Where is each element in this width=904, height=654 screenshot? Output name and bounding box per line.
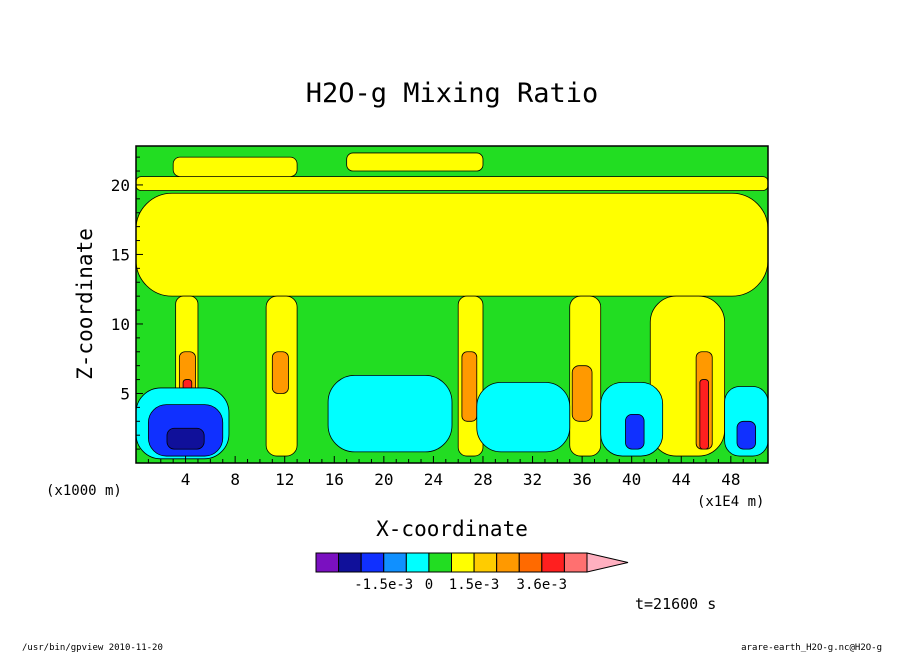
colorbar-labels: -1.5e-3 0 1.5e-3 3.6e-3 xyxy=(354,577,567,593)
colorbar-swatch-11 xyxy=(563,552,588,573)
contour-region-11 xyxy=(461,351,478,422)
x-unit-left: (x1000 m) xyxy=(46,483,122,499)
contour-region-18 xyxy=(476,381,571,453)
y-tick-label: 15 xyxy=(111,245,130,264)
x-tick-label: 48 xyxy=(721,470,740,489)
y-tick-label: 10 xyxy=(111,315,130,334)
footer-right: arare-earth_H2O-g.nc@H2O-g xyxy=(741,643,882,653)
colorbar-swatch-6 xyxy=(451,552,475,573)
contour-region-1 xyxy=(172,156,298,177)
x-tick-label: 40 xyxy=(622,470,641,489)
plot-frame xyxy=(135,145,769,464)
contour-region-24 xyxy=(166,427,205,450)
colorbar-swatch-4 xyxy=(405,552,430,573)
contour-region-3 xyxy=(136,192,768,297)
colorbar-swatch-10 xyxy=(541,552,565,573)
colorbar-swatch-0 xyxy=(315,552,340,573)
contour-region-23 xyxy=(736,420,757,450)
contour-region-15 xyxy=(699,379,709,450)
colorbar-swatch-8 xyxy=(496,552,520,573)
x-tick-label: 12 xyxy=(275,470,294,489)
x-tick-label: 28 xyxy=(473,470,492,489)
colorbar-label: 0 xyxy=(425,577,433,593)
colorbar-swatch-2 xyxy=(360,552,385,573)
x-tick-label: 4 xyxy=(181,470,191,489)
colorbar-swatch-5 xyxy=(428,552,452,573)
colorbar xyxy=(315,552,629,573)
y-axis-ticks: 5 10 15 20 xyxy=(111,156,143,450)
contour-region-0 xyxy=(136,176,768,191)
contour-regions xyxy=(136,152,768,460)
contour-region-17 xyxy=(327,375,453,453)
colorbar-swatch-9 xyxy=(518,552,543,573)
x-tick-label: 36 xyxy=(572,470,591,489)
chart-title: H2O-g Mixing Ratio xyxy=(306,78,599,109)
footer-left: /usr/bin/gpview 2010-11-20 xyxy=(22,643,163,653)
y-tick-label: 20 xyxy=(111,176,130,195)
contour-region-12 xyxy=(571,365,593,422)
x-axis-label: X-coordinate xyxy=(376,517,528,541)
colorbar-label: -1.5e-3 xyxy=(354,577,413,593)
x-tick-label: 8 xyxy=(230,470,240,489)
x-axis-ticks: 4 8 12 16 20 24 28 32 36 40 44 48 xyxy=(147,456,757,489)
x-unit-right: (x1E4 m) xyxy=(697,494,764,510)
colorbar-label: 1.5e-3 xyxy=(449,577,500,593)
x-tick-label: 20 xyxy=(374,470,393,489)
colorbar-arrow xyxy=(586,552,629,573)
x-tick-label: 16 xyxy=(325,470,344,489)
y-axis-label: Z-coordinate xyxy=(73,228,97,380)
colorbar-swatch-1 xyxy=(338,552,362,573)
y-tick-label: 5 xyxy=(120,384,130,403)
colorbar-swatch-7 xyxy=(473,552,498,573)
contour-region-2 xyxy=(346,152,484,172)
contour-region-22 xyxy=(625,413,645,450)
colorbar-swatch-3 xyxy=(383,552,407,573)
colorbar-label: 3.6e-3 xyxy=(517,577,568,593)
x-tick-label: 32 xyxy=(523,470,542,489)
x-tick-label: 44 xyxy=(672,470,691,489)
contour-region-10 xyxy=(271,351,289,394)
x-tick-label: 24 xyxy=(424,470,443,489)
time-label: t=21600 s xyxy=(635,595,716,613)
